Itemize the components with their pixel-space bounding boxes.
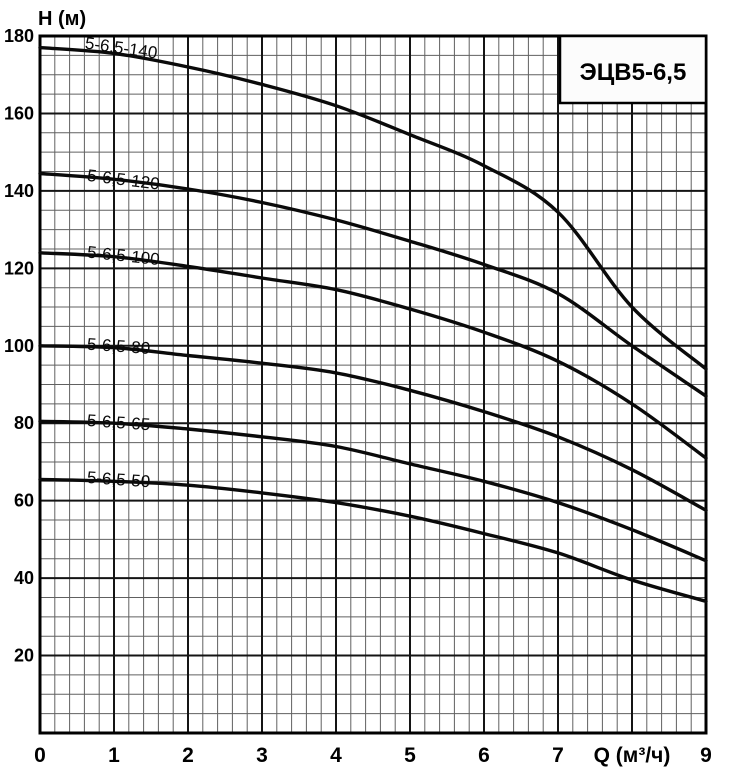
pump-curve-5-6,5-50	[38, 477, 708, 603]
pump-curve-5-6,5-100	[38, 251, 708, 460]
grid-minor-lines	[40, 36, 706, 733]
x-tick-label-7: 7	[552, 744, 564, 767]
pump-curves	[38, 45, 708, 603]
pump-model-box: ЭЦВ5-6,5	[558, 34, 708, 105]
x-tick-label-2: 2	[182, 744, 194, 767]
x-tick-label-3: 3	[256, 744, 268, 767]
x-tick-label-6: 6	[478, 744, 490, 767]
pump-model-label: ЭЦВ5-6,5	[580, 59, 687, 86]
y-tick-label-120: 120	[4, 258, 34, 278]
curve-label-5-6,5-140: 5-6,5-140	[84, 34, 159, 63]
plot-border	[38, 34, 708, 735]
tick-labels: 0 1 2 3 4 5 6 7 9 20 40 60 80 100 120 140 160 180	[4, 26, 712, 767]
curve-label-5-6,5-80: 5-6,5-80	[86, 335, 150, 358]
curve-label-5-6,5-100: 5-6,5-100	[86, 243, 160, 270]
x-tick-label-4: 4	[330, 744, 342, 767]
y-tick-label-160: 160	[4, 103, 34, 123]
y-axis-title: H (м)	[38, 8, 86, 30]
x-axis-title: Q (м³/ч)	[594, 744, 671, 767]
x-tick-label-1: 1	[108, 744, 120, 767]
x-tick-label-0: 0	[34, 744, 46, 767]
y-tick-label-40: 40	[14, 568, 34, 588]
y-tick-label-60: 60	[14, 491, 34, 511]
pump-curve-5-6,5-80	[38, 344, 708, 512]
pump-curve-5-6,5-140	[38, 45, 708, 371]
x-tick-label-5: 5	[404, 744, 416, 767]
y-tick-label-80: 80	[14, 413, 34, 433]
pump-curve-5-6,5-65	[38, 419, 708, 563]
curve-label-5-6,5-50: 5-6,5-50	[86, 468, 150, 491]
curve-labels: 5-6,5-140 5-6,5-120 5-6,5-100 5-6,5-80 5-6,5…	[84, 34, 161, 492]
curve-label-5-6,5-65: 5-6,5-65	[86, 411, 150, 434]
curve-label-5-6,5-120: 5-6,5-120	[86, 166, 161, 194]
y-tick-label-100: 100	[4, 336, 34, 356]
y-tick-label-20: 20	[14, 646, 34, 666]
x-tick-label-9: 9	[700, 744, 712, 767]
pump-curve-5-6,5-120	[38, 171, 708, 398]
pump-model-box-frame	[558, 34, 708, 105]
y-tick-label-180: 180	[4, 26, 34, 46]
y-tick-label-140: 140	[4, 181, 34, 201]
